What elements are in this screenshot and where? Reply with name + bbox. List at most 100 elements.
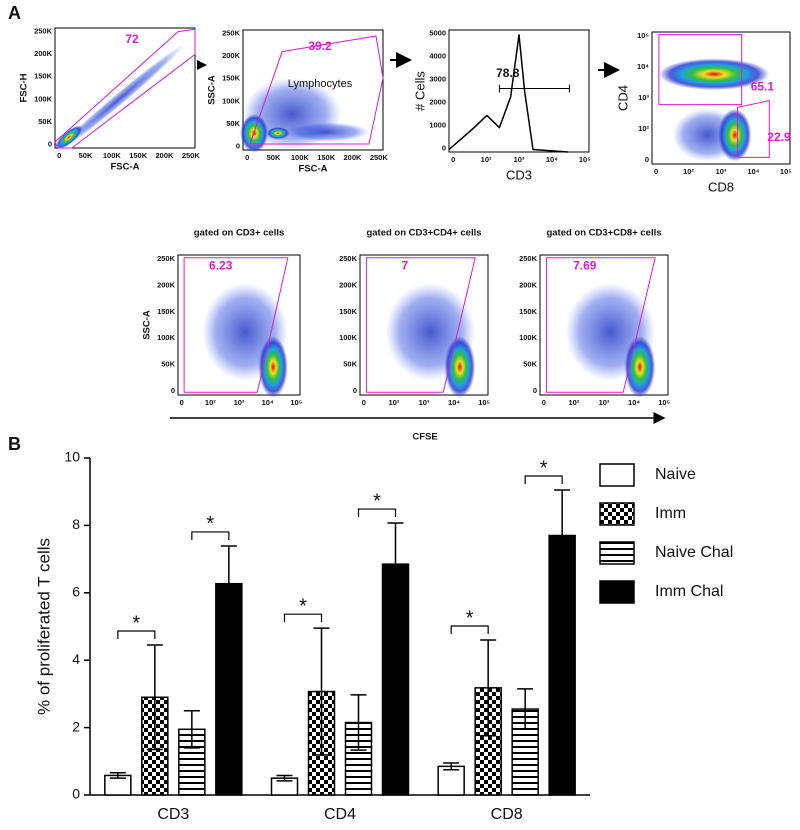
- error-bar: [276, 774, 293, 782]
- legend-swatch: [599, 541, 635, 565]
- y-axis-label: % of proliferated T cells: [34, 538, 53, 715]
- x-axis-label: CD8: [708, 179, 734, 194]
- y-tick-label: 150K: [339, 307, 358, 316]
- x-tick-label: 10²: [683, 167, 694, 176]
- x-tick-label: 150K: [129, 151, 148, 160]
- x-tick-label: 10³: [716, 167, 727, 176]
- y-tick-label: 50K: [38, 117, 52, 126]
- legend-swatch: [599, 502, 635, 526]
- y-tick-label: 10³: [638, 93, 649, 102]
- gate: [249, 35, 384, 145]
- y-tick-label: 4000: [429, 52, 446, 61]
- y-tick-label: 100K: [157, 333, 176, 342]
- y-tick-label: 250K: [339, 254, 358, 263]
- x-tick-label: 200K: [344, 153, 363, 162]
- y-tick-label: 0: [442, 143, 446, 152]
- y-axis-label: SSC-A: [142, 310, 153, 340]
- y-tick-label: 250K: [34, 27, 53, 36]
- x-tick-label: 10²: [388, 398, 399, 407]
- x-tick-label: 10⁴: [628, 398, 640, 407]
- x-tick-label: 10⁵: [290, 398, 302, 407]
- plot-frame: [539, 254, 669, 396]
- y-tick-label: 150K: [34, 72, 53, 81]
- y-tick-label: 50K: [523, 359, 537, 368]
- y-tick-label: 2: [72, 718, 80, 734]
- x-tick-label: 0: [542, 398, 546, 407]
- y-tick-label: 150K: [222, 74, 241, 83]
- significance-bracket: [524, 475, 563, 485]
- x-tick-label: 200K: [156, 151, 175, 160]
- significance-label: *: [132, 612, 140, 634]
- error-bar: [350, 694, 367, 751]
- x-tick-label: 100K: [291, 153, 310, 162]
- error-bar: [480, 639, 497, 737]
- gate-value: 6.23: [209, 258, 233, 272]
- x-tick-label: 10⁵: [658, 398, 670, 407]
- error-bar: [109, 772, 126, 779]
- x-tick-label: 0: [57, 151, 61, 160]
- bar: [344, 721, 373, 796]
- y-tick-label: 250K: [157, 254, 176, 263]
- panel-label: A: [8, 3, 21, 23]
- histogram: [448, 34, 569, 153]
- y-tick-label: 0: [353, 386, 357, 395]
- arrow: [197, 60, 207, 70]
- density: [718, 108, 752, 162]
- error-bar: [554, 489, 571, 582]
- x-tick-label: 10²: [481, 155, 492, 164]
- gate: [658, 34, 743, 106]
- error-bar: [220, 545, 237, 623]
- x-tick-label: 10⁵: [780, 167, 792, 176]
- x-tick-label: 10⁴: [546, 155, 558, 164]
- cfse-label: CFSE: [412, 432, 437, 443]
- y-tick-label: 100K: [519, 333, 538, 342]
- y-tick-label: 0: [48, 139, 52, 148]
- error-bar: [146, 644, 163, 751]
- y-tick-label: 200K: [222, 51, 241, 60]
- x-tick-label: 50K: [79, 151, 93, 160]
- y-tick-label: 0: [72, 786, 80, 802]
- y-tick-label: 0: [645, 155, 649, 164]
- legend-label: Naive: [655, 466, 696, 483]
- y-tick-label: 0: [236, 141, 240, 150]
- y-axis-label: FSC-H: [19, 73, 30, 102]
- x-tick-label: 10³: [234, 398, 245, 407]
- x-tick-label: 10³: [419, 398, 430, 407]
- gate-value: 39.2: [308, 39, 332, 53]
- plot-frame: [242, 29, 384, 151]
- plot-title: gated on CD3+CD4+ cells: [366, 228, 481, 239]
- y-tick-label: 4: [72, 651, 80, 667]
- x-tick-label: 10²: [568, 398, 579, 407]
- density: [285, 122, 369, 142]
- x-axis-label: CD3: [506, 167, 532, 182]
- plot-frame: [448, 29, 590, 153]
- x-tick-label: 50K: [267, 153, 281, 162]
- x-tick-label: 10⁴: [262, 398, 274, 407]
- density: [266, 127, 290, 140]
- x-tick-label: 10⁴: [448, 398, 460, 407]
- plot-frame: [54, 27, 196, 149]
- x-tick-label: 0: [362, 398, 366, 407]
- gate: [54, 28, 196, 149]
- x-tick-label: 10³: [514, 155, 525, 164]
- x-axis-label: FSC-A: [298, 164, 327, 175]
- error-bar: [313, 627, 330, 756]
- y-tick-label: 200K: [339, 281, 358, 290]
- y-tick-label: 250K: [519, 254, 538, 263]
- bar: [437, 765, 465, 796]
- gate: [365, 257, 476, 393]
- error-bar: [517, 688, 534, 731]
- y-tick-label: 0: [533, 386, 537, 395]
- x-tick-label: 0: [180, 398, 184, 407]
- y-tick-label: 100K: [222, 96, 241, 105]
- y-tick-label: 200K: [519, 281, 538, 290]
- gate-name: Lymphocytes: [288, 78, 353, 90]
- y-tick-label: 200K: [157, 281, 176, 290]
- x-tick-label: CD3: [157, 806, 189, 823]
- density: [444, 336, 476, 398]
- y-tick-label: 10⁴: [637, 62, 649, 71]
- y-axis-label: CD4: [615, 85, 630, 111]
- x-tick-label: 0: [245, 153, 249, 162]
- y-tick-label: 200K: [34, 49, 53, 58]
